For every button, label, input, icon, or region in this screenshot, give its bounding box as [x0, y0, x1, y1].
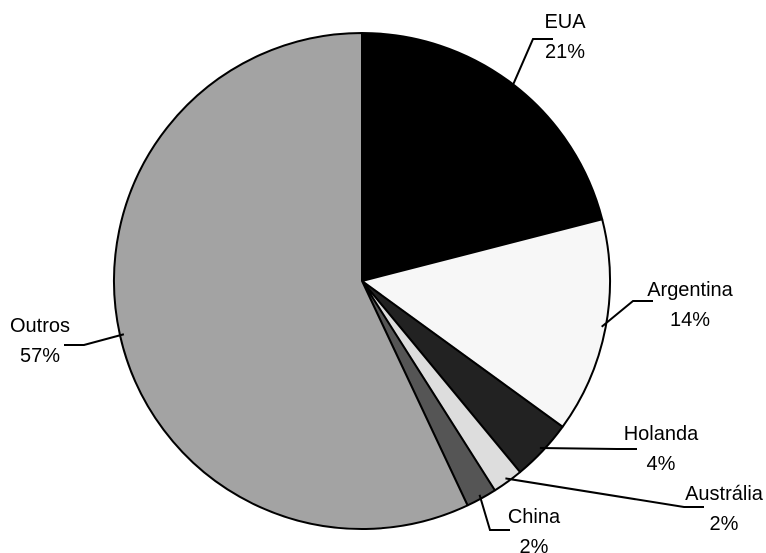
slice-argentina — [361, 218, 611, 428]
slice-value-outros: 57% — [20, 345, 60, 367]
slice-value-australia: 2% — [710, 513, 739, 535]
slice-value-holanda: 4% — [647, 453, 676, 475]
leader-line-outros — [64, 333, 125, 346]
leader-line-holanda — [539, 447, 637, 450]
slice-label-china: China — [508, 506, 561, 528]
slice-value-argentina: 14% — [670, 309, 710, 331]
leader-line-australia — [505, 477, 704, 508]
slice-label-holanda: Holanda — [624, 423, 699, 445]
slice-value-eua: 21% — [545, 41, 585, 63]
slice-labels: EUA 21% Argentina 14% Holanda 4% Austrália 2% Ch… — [10, 11, 764, 553]
slice-label-eua: EUA — [544, 11, 586, 33]
pie-slices — [113, 32, 611, 530]
leader-line-argentina — [601, 300, 653, 328]
leader-lines — [64, 38, 704, 531]
slice-value-china: 2% — [520, 536, 549, 553]
slice-label-australia: Austrália — [685, 483, 764, 505]
slice-label-argentina: Argentina — [647, 279, 733, 301]
slice-label-outros: Outros — [10, 315, 70, 337]
leader-line-eua — [510, 38, 553, 89]
leader-line-china — [478, 494, 510, 531]
